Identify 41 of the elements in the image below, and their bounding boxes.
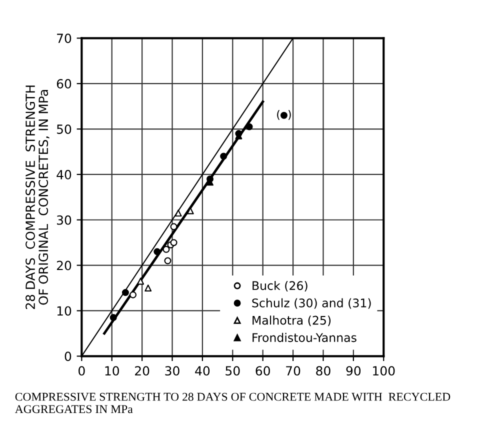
point <box>144 284 152 292</box>
x-tick-label: 10 <box>105 366 119 376</box>
point <box>170 239 178 246</box>
x-tick-label: 40 <box>195 366 210 376</box>
point <box>246 123 253 130</box>
y-tick-label: 70 <box>57 34 72 44</box>
x-tick-label: 0 <box>78 366 85 376</box>
legend-label: Schulz (30) and (31) <box>252 298 371 309</box>
x-tick-label: 80 <box>316 366 330 376</box>
point <box>110 314 117 322</box>
point <box>186 207 194 214</box>
x-axis-title: COMPRESSIVE STRENGTH TO 28 DAYS OF CONCRETE MADE WITH RECYCLED AGGREGATES IN MPa <box>14 392 450 414</box>
point <box>170 223 178 230</box>
point <box>280 112 288 119</box>
point <box>154 248 161 256</box>
point <box>220 152 228 160</box>
x-tick-label: 60 <box>256 366 270 376</box>
x-tick-label: 50 <box>226 366 240 376</box>
point <box>162 246 170 253</box>
y-tick-label: 40 <box>56 170 72 180</box>
x-tick-label: 90 <box>346 366 361 376</box>
point <box>137 278 144 285</box>
x-tick-label: 70 <box>286 366 300 376</box>
y-tick-label: 30 <box>57 215 72 225</box>
legend-label: Malhotra (25) <box>252 316 331 326</box>
y-tick-label: 60 <box>56 79 72 89</box>
point <box>122 289 129 296</box>
x-tick-label: 30 <box>165 366 180 376</box>
x-tick-label: 20 <box>135 366 150 376</box>
y-axis-title: 28 DAYS COMPRESSIVE STRENGTH OF ORIGINAL CONCRETES, IN MPa <box>26 86 50 310</box>
legend-label: Frondistou-Yannas <box>252 332 356 342</box>
y-tick-label: 0 <box>64 352 72 362</box>
y-tick-label: 20 <box>56 260 72 270</box>
y-tick-label: 10 <box>57 306 72 316</box>
point <box>164 257 172 264</box>
point <box>130 291 137 298</box>
legend-label: Buck (26) <box>252 280 308 292</box>
point <box>174 210 182 217</box>
y-tick-label: 50 <box>57 124 72 134</box>
annotation: ( ) <box>277 110 291 120</box>
x-tick-label: 100 <box>373 366 395 376</box>
